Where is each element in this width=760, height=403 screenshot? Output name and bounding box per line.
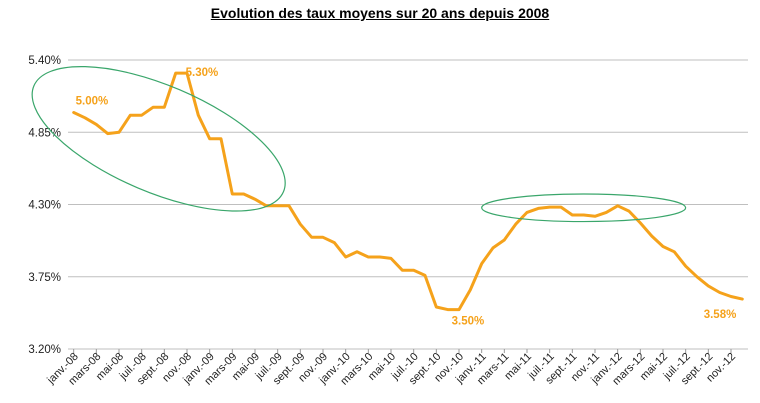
data-label: 3.58%	[704, 309, 737, 321]
y-tick-label: 4.30%	[28, 200, 61, 212]
y-tick-label: 5.40%	[28, 55, 61, 67]
chart-title: Evolution des taux moyens sur 20 ans dep…	[210, 5, 550, 21]
data-label: 5.30%	[186, 67, 219, 79]
y-tick-label: 3.20%	[28, 344, 61, 356]
y-tick-label: 4.85%	[28, 127, 61, 139]
data-label: 5.00%	[76, 96, 109, 108]
data-label: 3.50%	[452, 316, 485, 328]
series-line	[72, 71, 744, 312]
y-tick-label: 3.75%	[28, 272, 61, 284]
highlight-ellipse	[31, 66, 286, 212]
highlight-ellipse	[481, 193, 687, 223]
